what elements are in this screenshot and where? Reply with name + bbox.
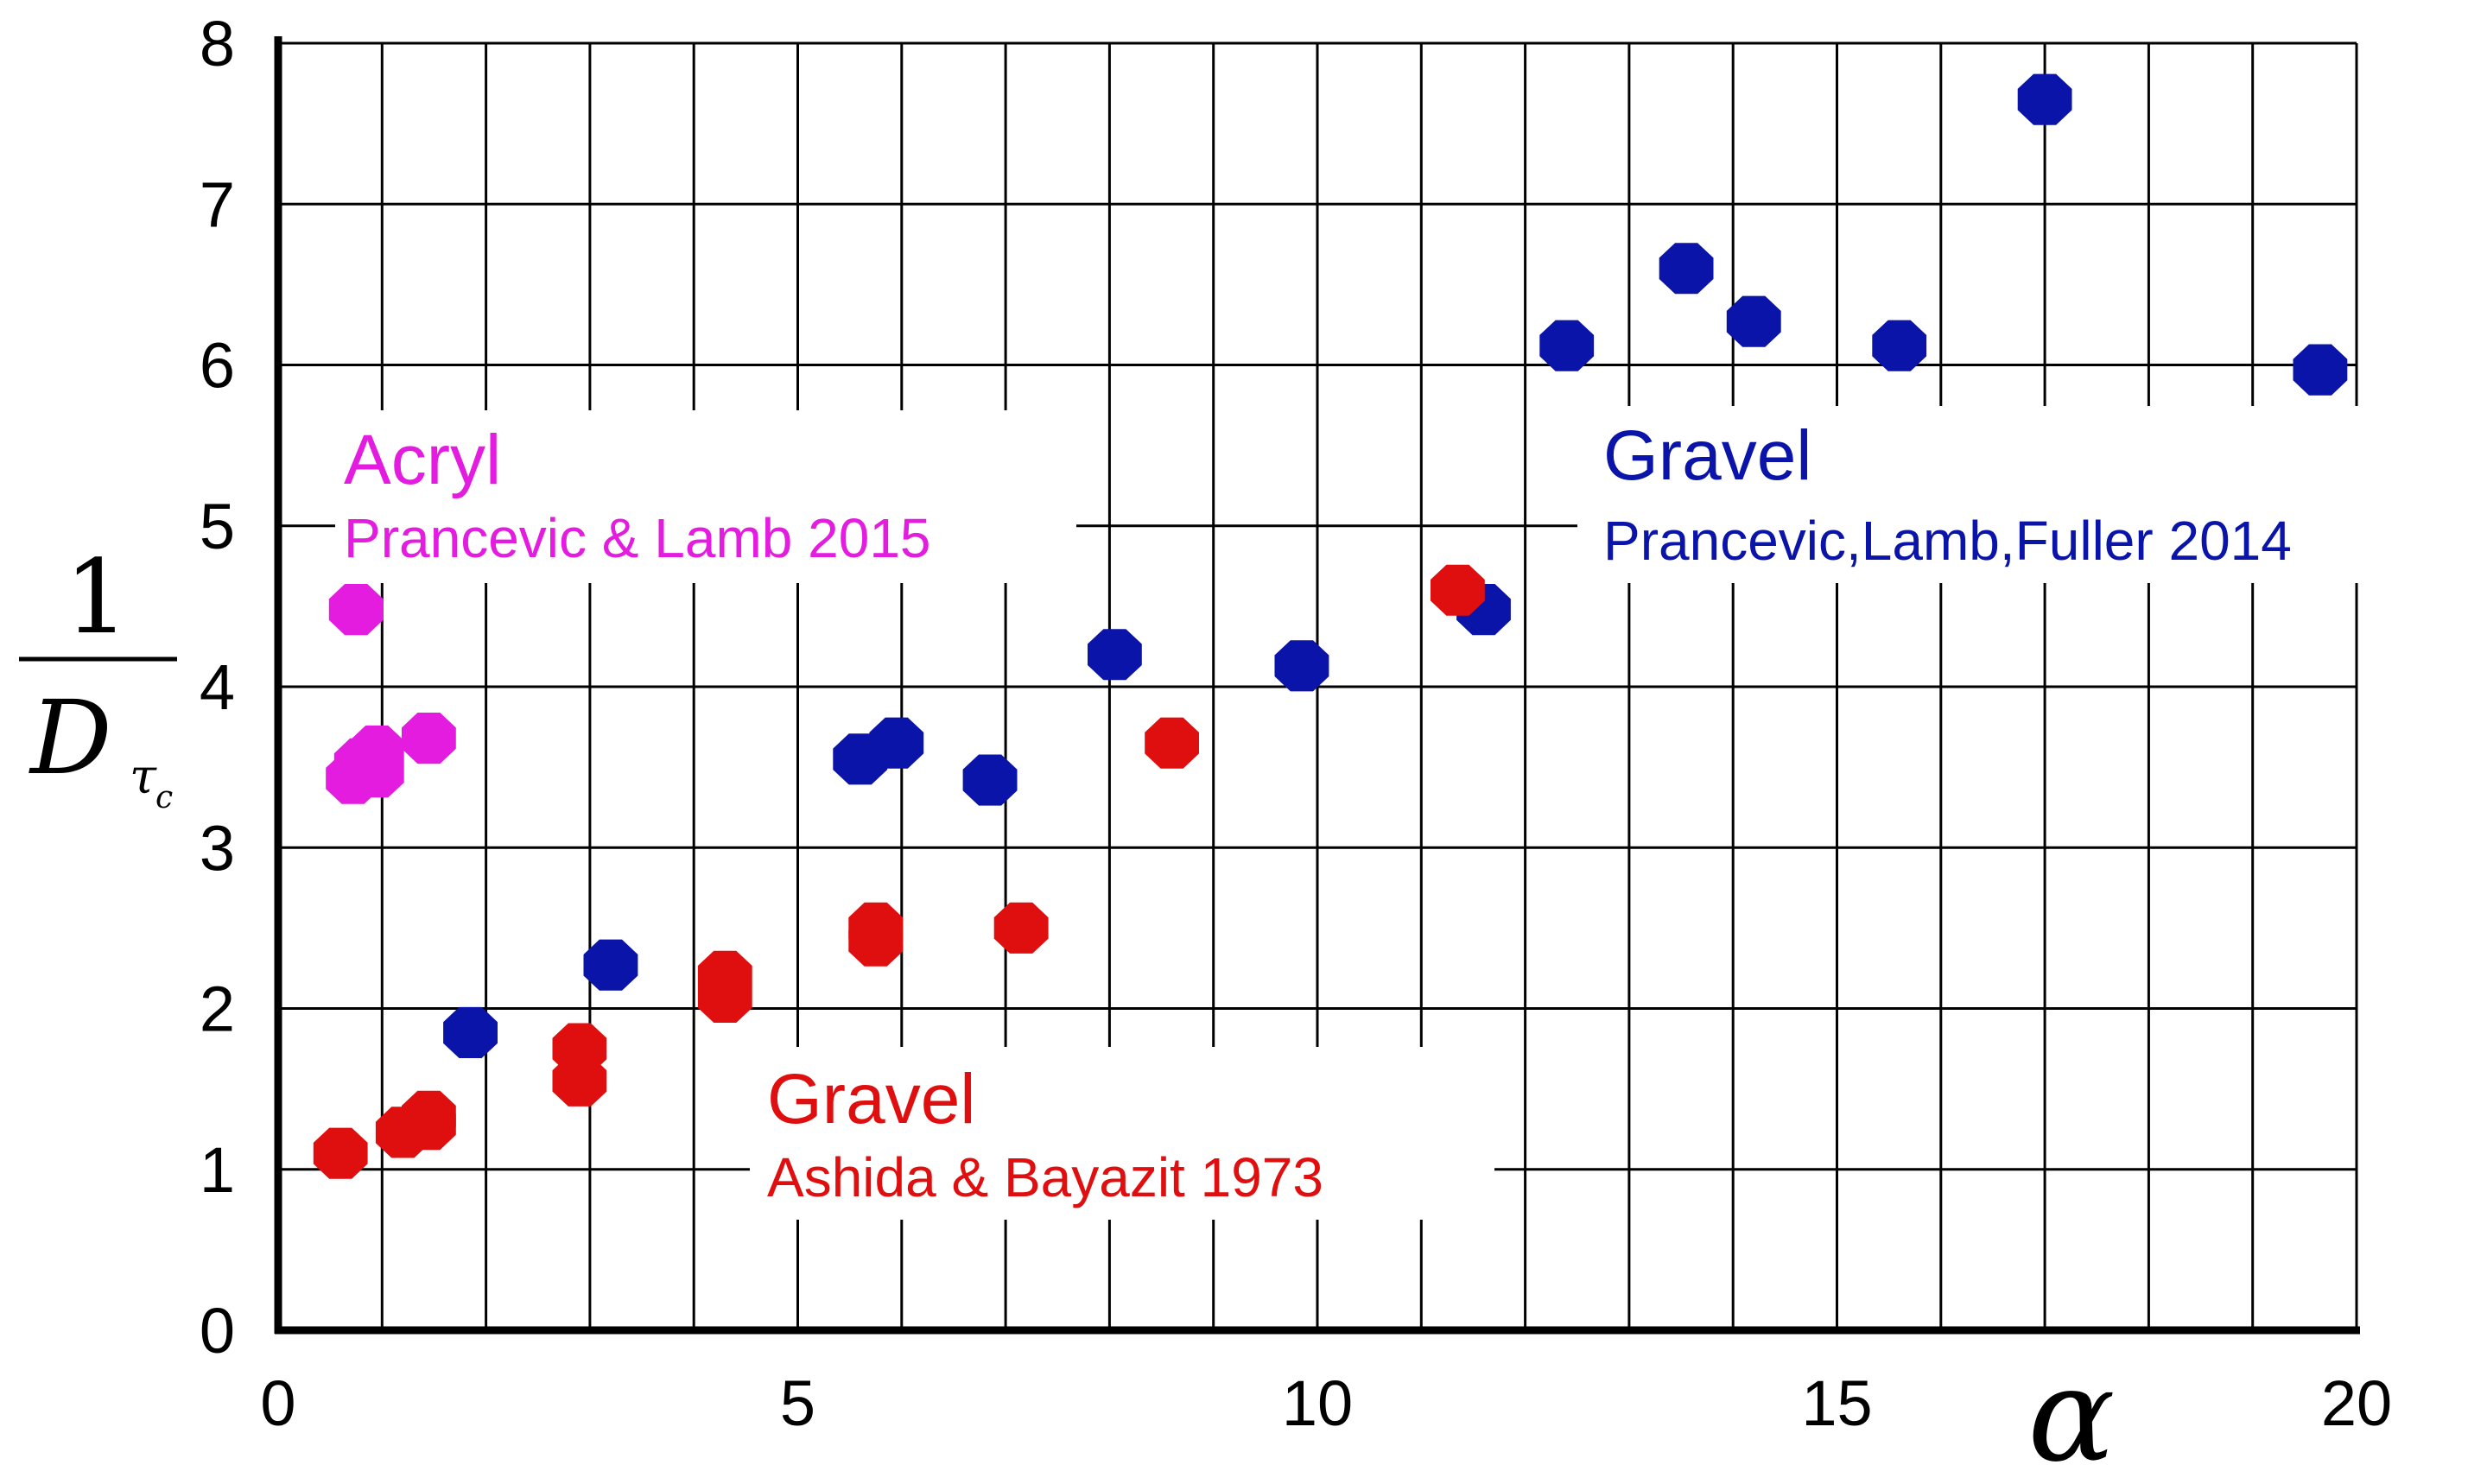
y-tick-label: 0 xyxy=(200,1295,235,1367)
x-tick-label: 20 xyxy=(2321,1367,2392,1439)
x-tick-label: 0 xyxy=(260,1367,295,1439)
x-tick-label: 5 xyxy=(780,1367,815,1439)
legend-acryl: Acryl Prancevic & Lamb 2015 xyxy=(335,410,1076,583)
data-point xyxy=(1539,320,1595,371)
data-point xyxy=(552,1023,607,1075)
gravel-prancevic-material-label: Gravel xyxy=(1603,416,1812,495)
data-point xyxy=(443,1006,498,1058)
y-label-numerator: 1 xyxy=(64,537,129,656)
y-tick-label: 1 xyxy=(200,1134,235,1206)
x-tick-label: 10 xyxy=(1282,1367,1353,1439)
series-prancevic-lamb-2015 xyxy=(326,584,456,804)
data-point xyxy=(402,1090,456,1142)
series-ashida-bayazit-1973 xyxy=(313,564,1485,1179)
y-tick-label: 7 xyxy=(200,168,235,240)
y-tick-label: 6 xyxy=(200,330,235,402)
data-point xyxy=(848,902,904,954)
data-point xyxy=(313,1127,368,1179)
acryl-source-label: Prancevic & Lamb 2015 xyxy=(344,507,931,569)
data-points xyxy=(313,73,2348,1179)
legend-gravel-ashida: Gravel Ashida & Bayazit 1973 xyxy=(750,1047,1494,1220)
y-label-subscript: τ xyxy=(130,749,157,805)
acryl-material-label: Acryl xyxy=(344,421,501,499)
gravel-prancevic-source-label: Prancevic,Lamb,Fuller 2014 xyxy=(1603,510,2292,572)
gravel-ashida-material-label: Gravel xyxy=(767,1060,976,1138)
data-point xyxy=(1872,320,1927,371)
y-tick-label: 5 xyxy=(200,491,235,562)
data-point xyxy=(962,754,1018,806)
y-tick-label: 4 xyxy=(200,651,235,723)
y-label-subsubscript: c xyxy=(155,780,173,815)
y-axis-label: 1 D τ c xyxy=(19,537,177,815)
data-point xyxy=(1088,629,1142,681)
gravel-ashida-source-label: Ashida & Bayazit 1973 xyxy=(767,1146,1323,1208)
x-tick-label: 15 xyxy=(1801,1367,1872,1439)
data-point xyxy=(1431,564,1485,616)
data-point xyxy=(869,717,924,769)
y-label-denominator: D xyxy=(29,678,112,797)
y-tick-label: 8 xyxy=(200,8,235,79)
data-point xyxy=(583,939,638,991)
data-point xyxy=(2293,344,2348,396)
x-axis-label: α xyxy=(2027,1341,2115,1484)
data-point xyxy=(993,902,1049,954)
data-point xyxy=(2017,73,2072,125)
data-point xyxy=(1145,717,1199,769)
data-point xyxy=(402,713,456,764)
y-tick-label: 3 xyxy=(200,812,235,884)
tick-labels: 0 1 2 3 4 5 6 7 8 0 5 10 15 20 xyxy=(200,8,2392,1439)
data-point xyxy=(1274,640,1329,692)
data-point xyxy=(697,950,752,1002)
data-point xyxy=(1659,243,1714,295)
y-tick-label: 2 xyxy=(200,973,235,1045)
data-point xyxy=(1726,295,1781,347)
data-point xyxy=(328,584,384,636)
data-point xyxy=(349,725,404,777)
legend-gravel-prancevic: Gravel Prancevic,Lamb,Fuller 2014 xyxy=(1577,406,2476,583)
